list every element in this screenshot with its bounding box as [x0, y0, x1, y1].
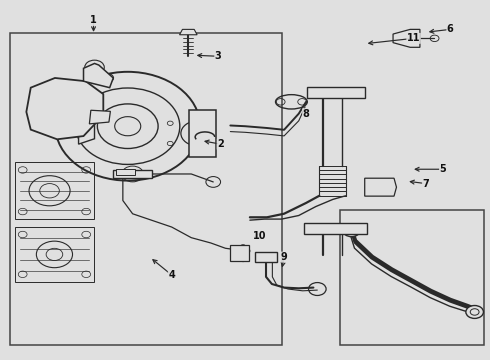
Polygon shape: [304, 223, 367, 234]
Text: 2: 2: [217, 139, 224, 149]
Text: 10: 10: [253, 231, 267, 240]
Text: 1: 1: [90, 15, 97, 26]
Bar: [15, 162, 94, 220]
Polygon shape: [89, 110, 110, 124]
Polygon shape: [230, 244, 249, 261]
Polygon shape: [189, 110, 216, 157]
Polygon shape: [78, 101, 95, 144]
Polygon shape: [179, 30, 197, 35]
Polygon shape: [83, 63, 113, 87]
Polygon shape: [26, 78, 103, 139]
Text: 9: 9: [281, 252, 288, 262]
Polygon shape: [10, 33, 282, 345]
Text: 3: 3: [215, 51, 221, 61]
Bar: [15, 226, 94, 282]
Polygon shape: [113, 170, 152, 178]
Polygon shape: [340, 211, 485, 345]
Polygon shape: [116, 169, 135, 175]
Text: 6: 6: [447, 24, 454, 35]
Text: 11: 11: [407, 33, 420, 43]
Polygon shape: [393, 30, 420, 47]
Text: 8: 8: [303, 109, 310, 119]
Polygon shape: [255, 252, 277, 262]
Circle shape: [343, 224, 360, 237]
Text: 4: 4: [169, 270, 175, 280]
Polygon shape: [307, 87, 365, 98]
Text: 7: 7: [422, 179, 429, 189]
Circle shape: [466, 306, 484, 319]
Text: 5: 5: [440, 164, 446, 174]
Polygon shape: [365, 178, 396, 196]
